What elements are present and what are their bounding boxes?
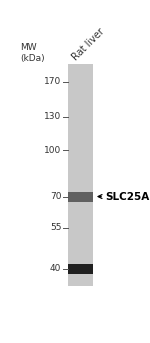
Text: SLC25A13: SLC25A13 bbox=[106, 191, 150, 202]
Text: 130: 130 bbox=[44, 112, 61, 121]
Text: 100: 100 bbox=[44, 146, 61, 155]
Text: 170: 170 bbox=[44, 78, 61, 86]
Text: 70: 70 bbox=[50, 192, 61, 201]
Bar bbox=[68, 64, 93, 286]
Text: 55: 55 bbox=[50, 223, 61, 232]
Bar bbox=[68, 264, 93, 274]
Text: MW
(kDa): MW (kDa) bbox=[20, 43, 45, 63]
Bar bbox=[68, 191, 93, 202]
Text: 40: 40 bbox=[50, 264, 61, 273]
Text: Rat liver: Rat liver bbox=[71, 26, 107, 62]
